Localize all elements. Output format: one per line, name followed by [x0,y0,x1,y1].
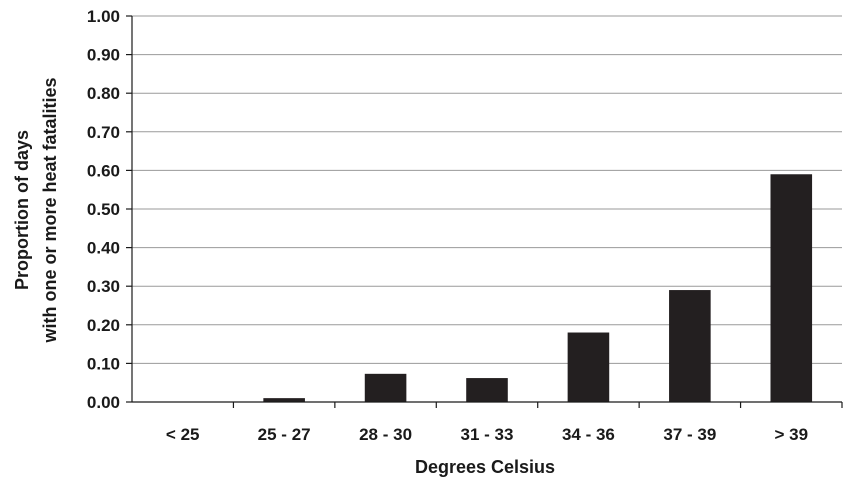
bar-3 [364,373,407,402]
bar-6 [669,290,711,402]
x-tick-label: 37 - 39 [663,425,716,444]
x-axis-title: Degrees Celsius [415,457,555,477]
y-tick-label: 0.30 [87,277,120,296]
bar-4 [466,378,508,402]
bar-5 [567,332,610,402]
y-axis-title-line-1: Proportion of days [12,130,32,290]
y-tick-label: 0.40 [87,239,120,258]
x-tick-label: 34 - 36 [562,425,615,444]
x-tick-label: > 39 [775,425,809,444]
y-tick-label: 0.20 [87,316,120,335]
y-axis-title-line-2: with one or more heat fatalities [40,77,60,343]
x-tick-label: 25 - 27 [258,425,311,444]
y-tick-label: 0.50 [87,200,120,219]
y-tick-label: 0.10 [87,354,120,373]
x-tick-label: 28 - 30 [359,425,412,444]
y-tick-label: 1.00 [87,7,120,26]
x-tick-labels: < 25 25 - 27 28 - 30 31 - 33 34 - 36 37 - 39 >… [166,425,808,444]
x-tick-label: < 25 [166,425,200,444]
y-tick-label: 0.80 [87,84,120,103]
axes [126,15,843,408]
y-tick-label: 0.70 [87,123,120,142]
x-tick-label: 31 - 33 [461,425,514,444]
bar-2 [263,398,305,402]
y-tick-labels: 0.00 0.10 0.20 0.30 0.40 0.50 0.60 0.70 0.80 0.90… [87,7,120,412]
y-tick-label: 0.60 [87,161,120,180]
y-tick-label: 0.00 [87,393,120,412]
bars [263,174,813,402]
gridlines [132,15,842,364]
y-axis-title: Proportion of days with one or more heat… [12,77,60,343]
y-tick-label: 0.90 [87,46,120,65]
bar-7 [770,174,813,402]
